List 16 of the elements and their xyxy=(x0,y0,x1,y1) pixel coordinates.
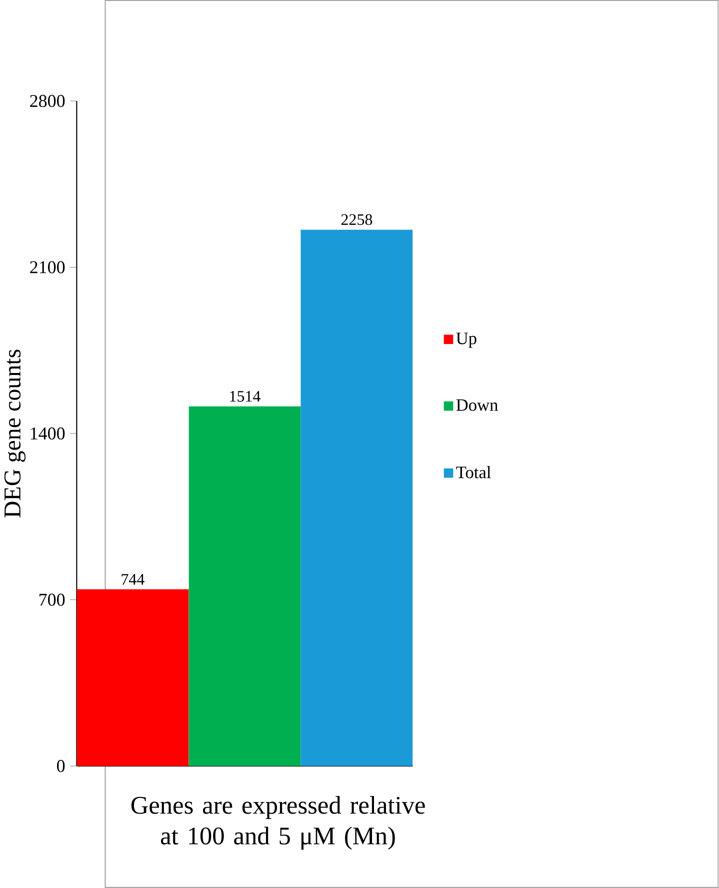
data-label: 2258 xyxy=(342,214,372,225)
legend-label: Down xyxy=(456,399,498,411)
y-tick-label: 2800 xyxy=(30,94,65,108)
bar xyxy=(188,406,301,766)
x-axis-title: Genes are expressed relative at 100 and 5 μM (Mn) xyxy=(132,796,426,850)
y-tick-label: 700 xyxy=(40,594,65,606)
y-tick-label: 2100 xyxy=(30,261,65,274)
y-axis-title: DEG gene counts xyxy=(4,350,26,518)
legend-label: Total xyxy=(456,466,492,478)
data-label: 1514 xyxy=(230,390,261,402)
data-label: 744 xyxy=(122,574,145,585)
bar xyxy=(300,230,413,766)
legend-label: Up xyxy=(456,332,476,348)
y-tick-label: 0 xyxy=(57,760,65,772)
y-tick-label: 1400 xyxy=(31,427,65,440)
bar xyxy=(76,589,189,766)
